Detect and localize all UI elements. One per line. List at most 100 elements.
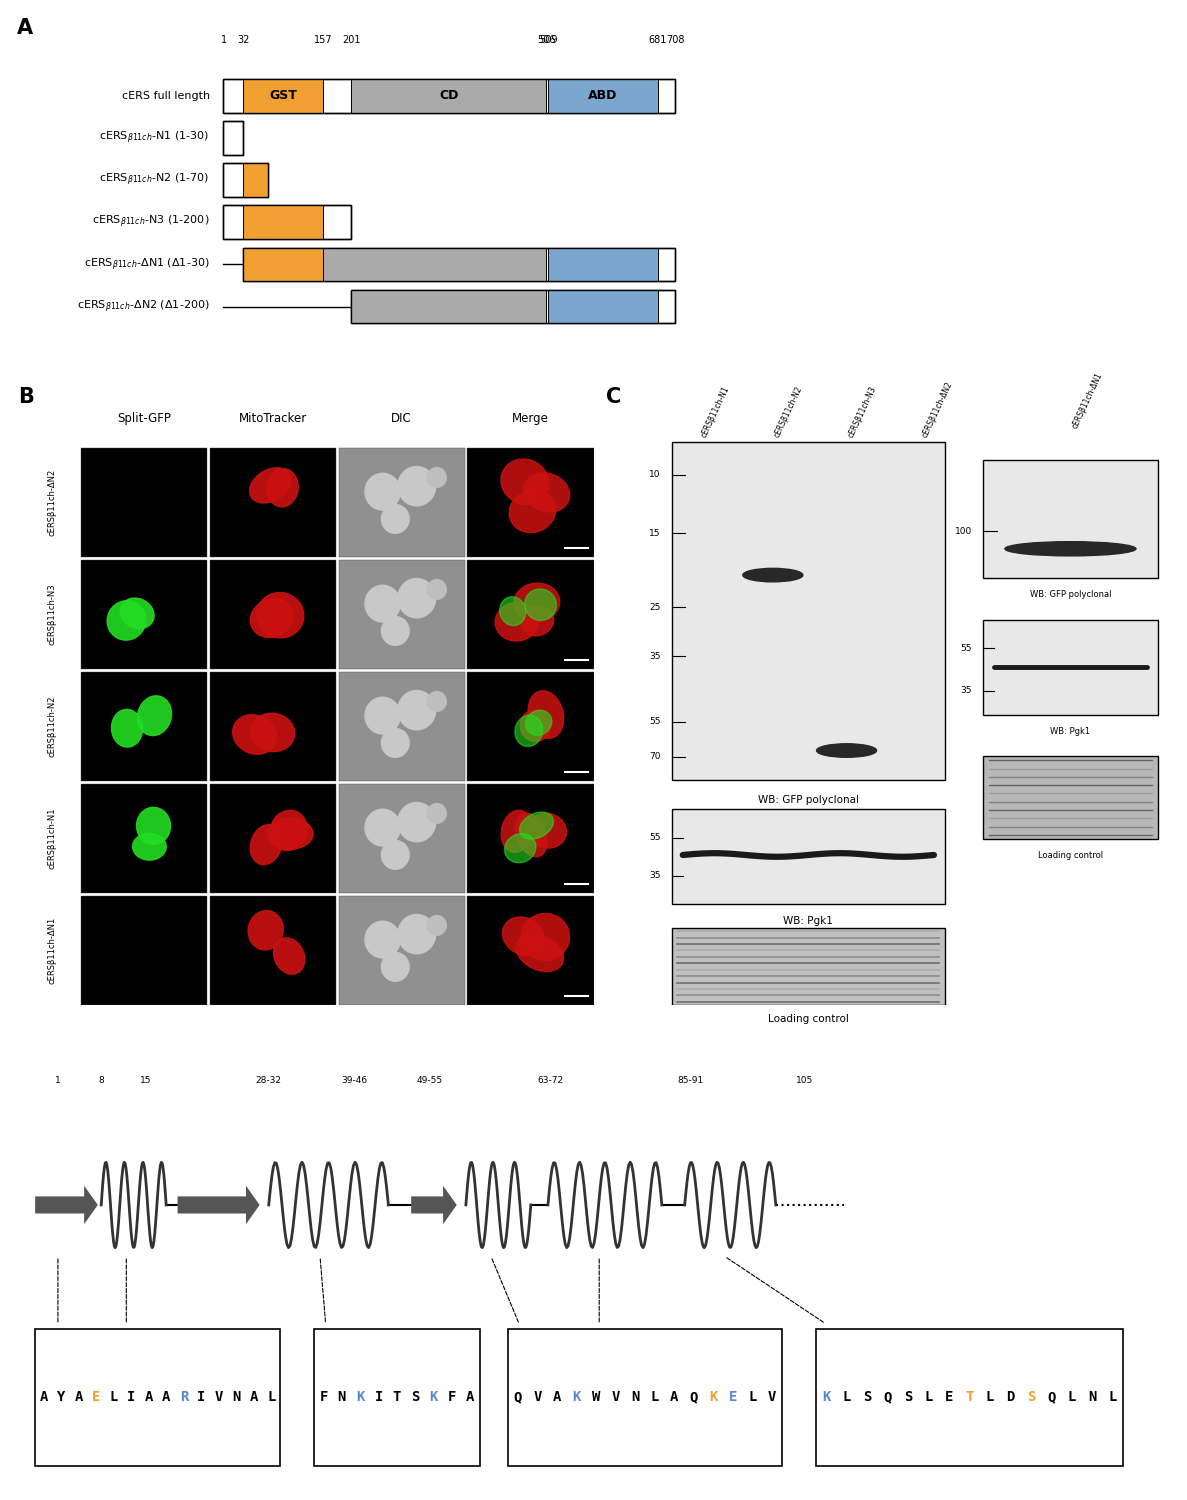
Text: Y: Y (57, 1390, 65, 1404)
Ellipse shape (427, 579, 446, 600)
Text: WB: Pgk1: WB: Pgk1 (783, 916, 833, 926)
Text: 10: 10 (649, 470, 661, 478)
Ellipse shape (398, 579, 436, 618)
Bar (983, 460, 1157, 579)
Ellipse shape (233, 714, 277, 754)
Bar (548, 78, 658, 112)
Ellipse shape (250, 598, 293, 638)
Text: A: A (75, 1390, 83, 1404)
Text: T: T (965, 1390, 973, 1404)
Ellipse shape (515, 813, 547, 856)
Bar (36, 1329, 280, 1466)
Text: cERS$_{β11ch}$-N3 (1-200): cERS$_{β11ch}$-N3 (1-200) (93, 214, 210, 231)
Bar (210, 896, 336, 1005)
Ellipse shape (527, 813, 566, 847)
Text: A: A (466, 1390, 475, 1404)
Ellipse shape (526, 710, 552, 735)
Bar (243, 164, 268, 196)
Text: W: W (592, 1390, 601, 1404)
Text: MitoTracker: MitoTracker (239, 413, 306, 426)
FancyArrow shape (178, 1185, 260, 1224)
Text: 105: 105 (795, 1077, 813, 1086)
Bar (351, 78, 546, 112)
Ellipse shape (501, 459, 550, 504)
Ellipse shape (525, 590, 557, 621)
Bar (243, 248, 323, 282)
Ellipse shape (381, 840, 410, 870)
Bar (81, 448, 207, 556)
Ellipse shape (137, 807, 171, 844)
Text: S: S (1027, 1390, 1035, 1404)
Bar (468, 560, 594, 669)
Bar (468, 448, 594, 556)
Text: ABD: ABD (589, 88, 617, 102)
Text: Merge: Merge (512, 413, 548, 426)
Text: K: K (430, 1390, 438, 1404)
Ellipse shape (366, 810, 400, 846)
Bar (223, 206, 351, 238)
Text: 15: 15 (140, 1077, 152, 1086)
Ellipse shape (521, 914, 570, 960)
Text: L: L (1109, 1390, 1117, 1404)
Bar (243, 206, 323, 238)
Text: cERSβ11ch-N3: cERSβ11ch-N3 (47, 584, 57, 645)
Text: K: K (572, 1390, 580, 1404)
Bar (468, 784, 594, 892)
Bar (672, 928, 945, 1005)
Text: L: L (843, 1390, 851, 1404)
Ellipse shape (366, 698, 400, 734)
Ellipse shape (502, 916, 545, 956)
Ellipse shape (521, 606, 553, 636)
Text: 201: 201 (342, 34, 361, 45)
Text: WB: GFP polyclonal: WB: GFP polyclonal (757, 795, 859, 804)
Ellipse shape (249, 468, 291, 502)
Ellipse shape (256, 592, 304, 638)
Bar (815, 1329, 1123, 1466)
Text: L: L (109, 1390, 118, 1404)
Text: A: A (249, 1390, 258, 1404)
Text: E: E (93, 1390, 101, 1404)
Ellipse shape (381, 952, 410, 981)
Bar (508, 1329, 781, 1466)
Text: Q: Q (690, 1390, 698, 1404)
Ellipse shape (516, 934, 564, 972)
Bar (468, 896, 594, 1005)
Text: L: L (748, 1390, 756, 1404)
Text: 8: 8 (99, 1077, 104, 1086)
Ellipse shape (501, 810, 533, 852)
Text: 32: 32 (237, 34, 249, 45)
Text: 55: 55 (960, 644, 972, 652)
Bar (983, 756, 1157, 839)
Ellipse shape (366, 585, 400, 622)
Bar (81, 896, 207, 1005)
Text: S: S (903, 1390, 912, 1404)
Bar (351, 290, 675, 324)
Text: V: V (533, 1390, 541, 1404)
Text: B: B (18, 387, 34, 406)
Bar (223, 78, 675, 112)
Bar (223, 206, 351, 238)
Text: E: E (945, 1390, 953, 1404)
Text: 35: 35 (960, 687, 972, 696)
Ellipse shape (817, 744, 876, 758)
Text: Loading control: Loading control (768, 1014, 849, 1025)
Text: 35: 35 (649, 871, 661, 880)
Text: cERS full length: cERS full length (122, 90, 210, 101)
Bar (210, 672, 336, 782)
Ellipse shape (514, 584, 560, 621)
Bar (223, 122, 243, 154)
Ellipse shape (743, 568, 802, 582)
Ellipse shape (500, 597, 526, 626)
Ellipse shape (398, 466, 436, 506)
Ellipse shape (398, 802, 436, 842)
Text: K: K (709, 1390, 717, 1404)
Ellipse shape (520, 812, 553, 838)
Text: 708: 708 (666, 34, 685, 45)
Text: 506: 506 (537, 34, 556, 45)
Text: GST: GST (269, 88, 297, 102)
Text: CD: CD (439, 88, 458, 102)
Text: A: A (17, 18, 33, 39)
Text: 100: 100 (954, 526, 972, 536)
Ellipse shape (515, 716, 542, 747)
Text: cERS$_{β11ch}$-N2 (1-70): cERS$_{β11ch}$-N2 (1-70) (100, 172, 210, 188)
